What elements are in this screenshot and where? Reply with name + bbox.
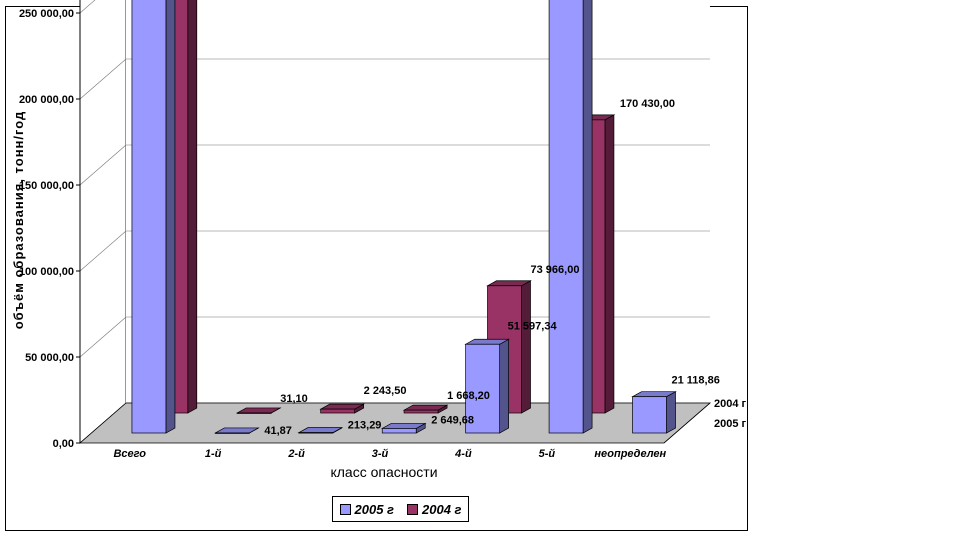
bar-2005г-1 <box>214 427 260 434</box>
category-label: 2-й <box>287 448 305 460</box>
chart-bars <box>131 0 677 434</box>
series-depth-label-2005: 2005 г <box>714 418 747 430</box>
bar-2005г-2 <box>297 427 344 434</box>
x-axis-title: класс опасности <box>330 464 437 480</box>
gridline-side <box>79 316 127 358</box>
bar-side <box>666 391 676 434</box>
data-label: 2 243,50 <box>364 385 407 397</box>
bar-2005г-3 <box>380 422 427 434</box>
legend-swatch-2005 <box>339 503 351 515</box>
y-tick-label: 150 000,00 <box>19 180 74 192</box>
y-tick-label: 200 000,00 <box>19 94 74 106</box>
data-label: 170 430,00 <box>620 98 675 110</box>
data-label: 2 649,68 <box>431 414 474 426</box>
bar-front <box>548 0 584 434</box>
bar-front <box>632 396 667 434</box>
y-axis: 0,00 50 000,00 100 000,00 150 000,00 200 000… <box>19 0 81 450</box>
data-label: 213,29 <box>348 420 382 432</box>
y-axis-title: объём образования, тонн/год <box>11 111 26 330</box>
series-depth-labels: 2004 г 2005 г <box>663 398 747 444</box>
depth-axis-line <box>663 402 711 444</box>
y-tick-label: 100 000,00 <box>19 266 74 278</box>
category-label: 4-й <box>454 448 472 460</box>
bar-side <box>187 0 198 414</box>
bar-2004г-1 <box>235 407 282 414</box>
y-tick-label: 250 000,00 <box>19 8 74 20</box>
bar-side <box>165 0 176 434</box>
legend-item-2005: 2005 г <box>339 501 394 517</box>
bar-front <box>403 409 439 414</box>
data-label: 41,87 <box>264 425 292 437</box>
legend-label-2005: 2005 г <box>354 501 394 517</box>
bar-front <box>298 432 334 434</box>
category-label: неопределен <box>594 448 666 460</box>
category-label: 5-й <box>539 448 556 460</box>
legend-label-2004: 2004 г <box>422 501 462 517</box>
data-label: 21 118,86 <box>672 375 720 387</box>
y-tick-label: 0,00 <box>53 438 74 450</box>
series-depth-label-2004: 2004 г <box>714 398 747 410</box>
bar-front <box>215 432 250 434</box>
bar-2005г-4 <box>464 338 511 434</box>
legend: 2005 г 2004 г <box>332 496 469 522</box>
bar-2004г-3 <box>402 404 449 414</box>
bar-2005г-6 <box>631 391 677 434</box>
bar-front <box>465 343 501 434</box>
data-label: 73 966,00 <box>531 264 580 276</box>
legend-swatch-2004 <box>407 503 418 515</box>
bar-front <box>131 0 167 434</box>
legend-item-2004: 2004 г <box>407 502 461 517</box>
gridline-side <box>79 58 127 100</box>
bar-side <box>604 114 615 414</box>
y-tick-label: 50 000,00 <box>25 352 74 364</box>
data-label: 31,10 <box>280 393 308 405</box>
side-wall <box>79 0 127 444</box>
back-wall <box>126 0 710 403</box>
bar-side <box>499 338 510 434</box>
bar-side <box>521 280 531 414</box>
category-label: 1-й <box>205 448 222 460</box>
gridline-side <box>79 230 127 272</box>
bar-front <box>381 428 417 434</box>
bar-front <box>236 412 272 414</box>
bar-2005г-5 <box>548 0 593 434</box>
gridline-side <box>79 0 96 14</box>
bar-2004г-2 <box>319 403 365 414</box>
bar-front <box>320 408 355 414</box>
bar-2005г-0 <box>131 0 176 434</box>
data-label: 1 668,20 <box>447 390 490 402</box>
category-label: 3-й <box>372 448 389 460</box>
data-label: 51 597,34 <box>508 320 558 332</box>
gridline-side <box>79 144 127 186</box>
x-axis-categories: Всего 1-й 2-й 3-й 4-й 5-й неопределен <box>113 448 666 460</box>
category-label: Всего <box>113 448 146 460</box>
bar-side <box>582 0 593 434</box>
